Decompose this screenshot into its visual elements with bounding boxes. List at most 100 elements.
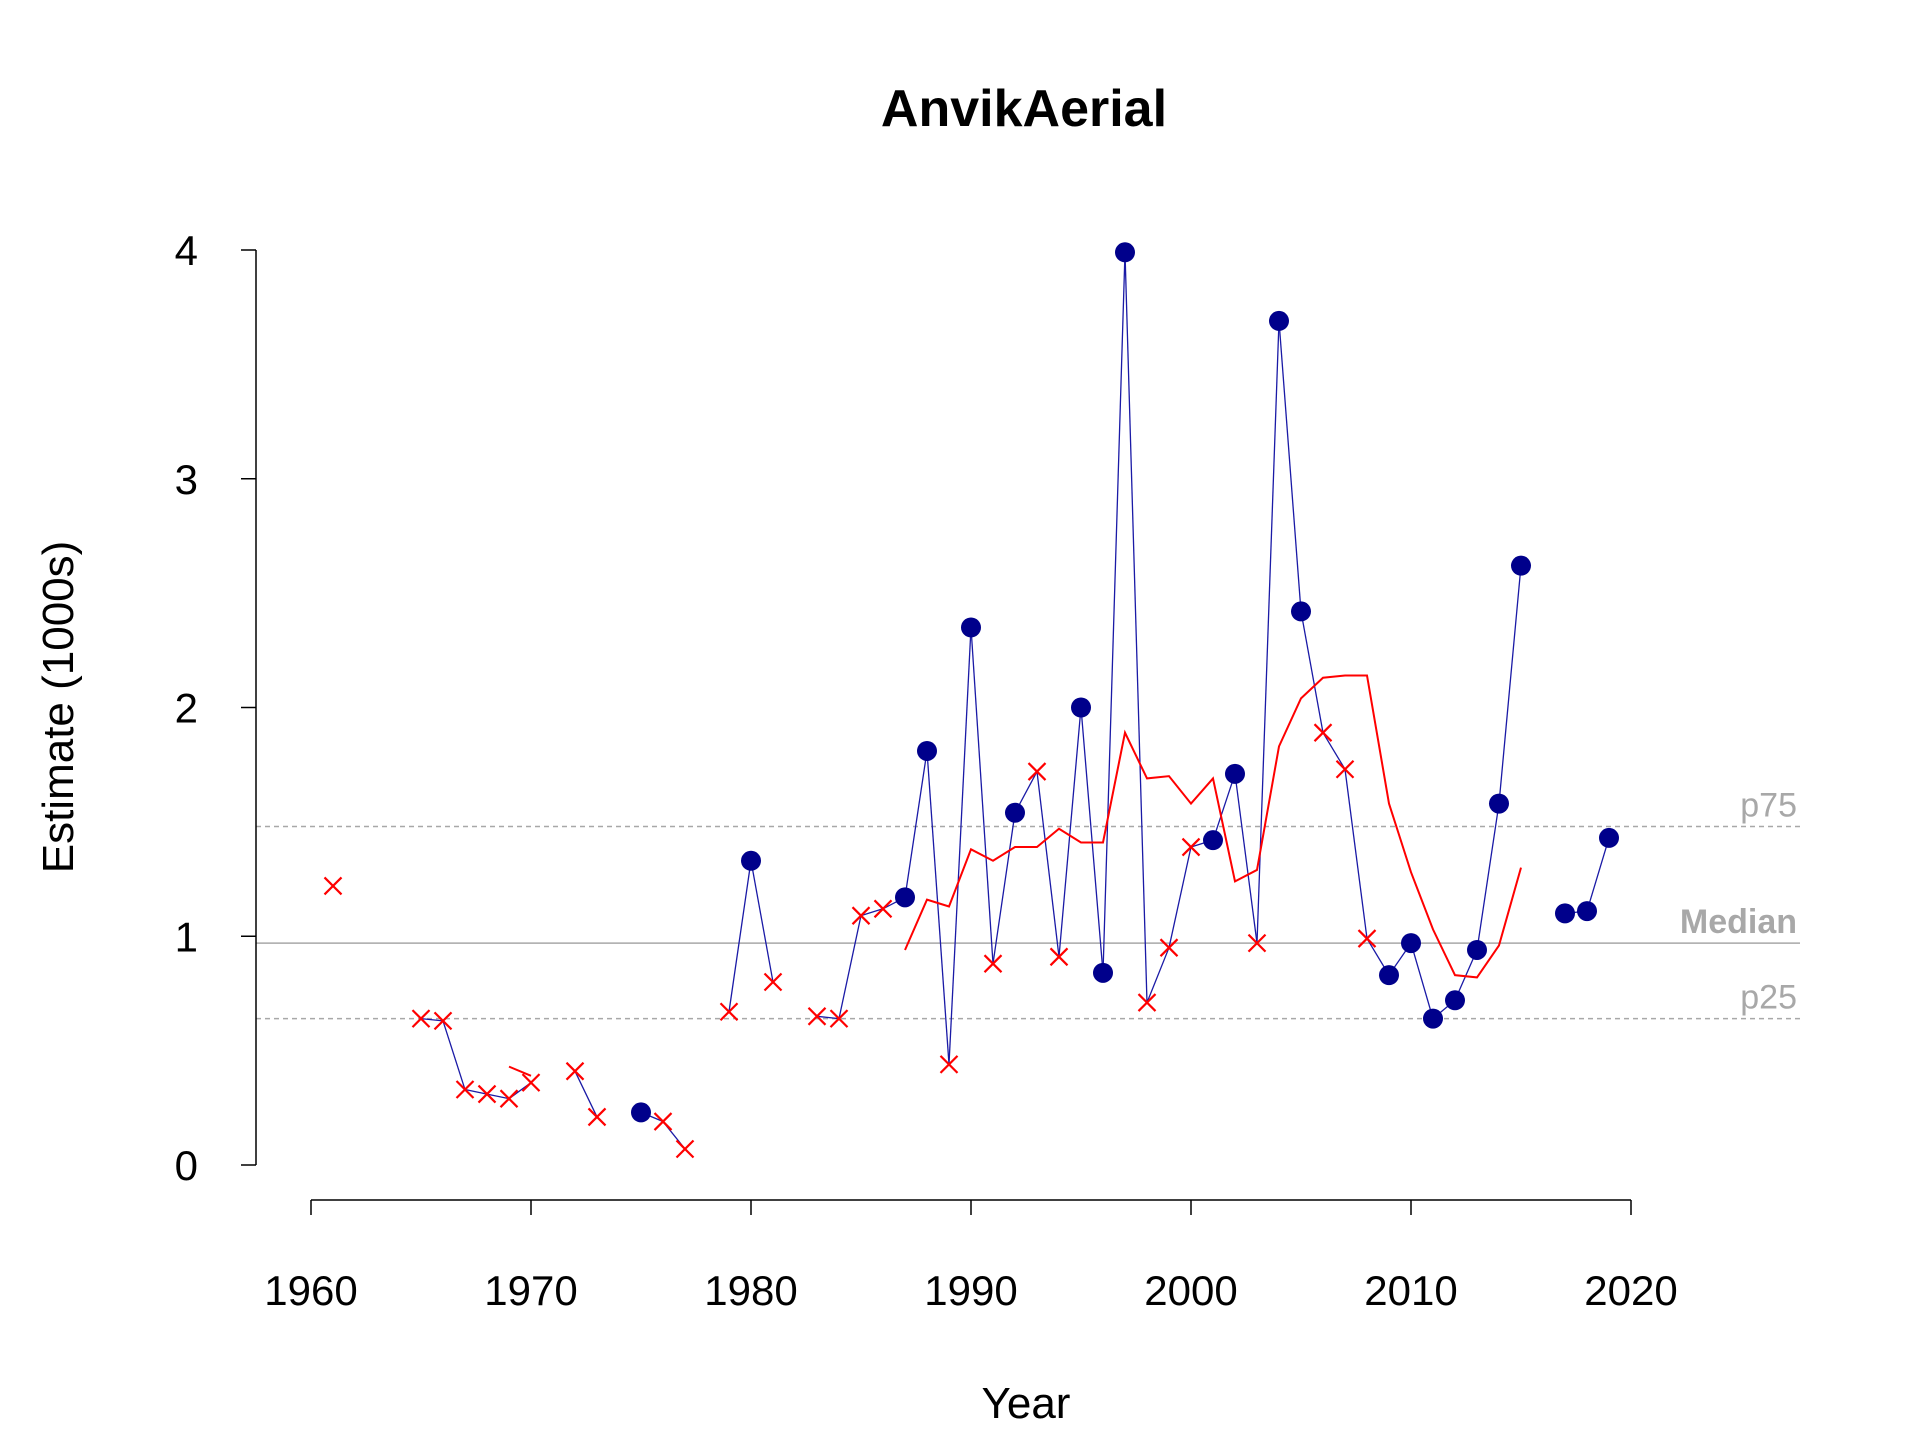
data-point-dot	[1071, 697, 1091, 718]
data-point-cross	[433, 1011, 453, 1031]
data-point-cross	[829, 1009, 849, 1028]
data-point-dot	[1511, 555, 1531, 576]
observed-line-segment	[926, 750, 950, 1065]
data-point-dot	[1489, 793, 1509, 814]
observed-line-segment	[728, 860, 752, 1012]
reference-label-p25: p25	[1740, 979, 1797, 1017]
data-point-dot	[895, 887, 915, 908]
observed-line-segment	[992, 812, 1016, 964]
reference-lines: p75 Median p25	[256, 786, 1800, 1020]
observed-line-segment	[1476, 803, 1500, 951]
data-point-cross	[675, 1139, 695, 1159]
running-average-line	[508, 1065, 532, 1077]
data-point-dot	[1093, 962, 1113, 983]
observed-line-segment	[816, 1015, 840, 1020]
data-point-dot	[1555, 903, 1575, 924]
data-point-cross	[521, 1073, 541, 1092]
observed-line-segment	[1212, 773, 1236, 841]
x-axis: 1960 1970 1980 1990 2000 2010 2020	[264, 1199, 1678, 1314]
data-point-dot	[1225, 763, 1245, 784]
observed-line-segment	[1300, 611, 1324, 733]
observed-line-segment	[420, 1017, 444, 1022]
data-point-cross	[1247, 933, 1267, 953]
data-point-cross	[653, 1112, 673, 1131]
observed-line-segment	[1256, 320, 1280, 944]
x-tick-label: 1970	[484, 1267, 577, 1314]
data-point-dot	[1467, 939, 1487, 960]
observed-line-segment	[1080, 707, 1104, 973]
observed-line-segment	[1322, 732, 1346, 770]
data-point-dot	[741, 850, 761, 871]
data-point-dot	[917, 740, 937, 761]
observed-line-segment	[1036, 771, 1060, 957]
y-tick-label: 3	[175, 456, 198, 503]
data-layer	[323, 242, 1619, 1159]
x-tick-label: 1990	[924, 1267, 1017, 1314]
data-point-cross	[1027, 762, 1047, 781]
x-tick-label: 2020	[1584, 1267, 1677, 1314]
data-point-cross	[939, 1055, 959, 1074]
data-point-cross	[719, 1002, 739, 1022]
observed-line-segment	[1344, 769, 1368, 939]
y-axis: 0 1 2 3 4	[175, 227, 257, 1189]
data-point-cross	[763, 972, 783, 992]
x-tick-label: 1980	[704, 1267, 797, 1314]
data-point-cross	[1357, 929, 1377, 948]
data-point-cross	[587, 1107, 607, 1127]
data-point-dot	[1269, 310, 1289, 331]
observed-line-segment	[970, 627, 994, 964]
data-point-cross	[1137, 993, 1157, 1012]
data-point-cross	[1313, 723, 1333, 742]
observed-line-segment	[1124, 252, 1148, 1003]
y-axis-title: Estimate (1000s)	[34, 541, 83, 874]
observed-line-segment	[750, 860, 774, 983]
y-tick-label: 2	[175, 685, 198, 732]
x-tick-label: 2010	[1364, 1267, 1457, 1314]
observed-line-segment	[904, 750, 928, 898]
data-point-cross	[323, 876, 343, 896]
x-axis-title: Year	[982, 1379, 1071, 1428]
observed-line-segment	[486, 1093, 510, 1100]
y-tick-label: 1	[175, 913, 198, 960]
data-point-dot	[1379, 965, 1399, 986]
observed-line-segment	[1146, 947, 1170, 1003]
data-point-cross	[455, 1080, 475, 1099]
observed-line-segment	[1498, 565, 1522, 804]
data-point-cross	[411, 1009, 431, 1028]
observed-line-segment	[464, 1088, 488, 1095]
observed-line-segment	[1586, 837, 1610, 912]
data-point-dot	[1577, 901, 1597, 922]
data-point-dot	[1401, 933, 1421, 954]
data-point-cross	[1049, 947, 1069, 967]
data-point-dot	[1203, 830, 1223, 851]
observed-line-segment	[1058, 707, 1082, 957]
observed-line-segment	[574, 1070, 598, 1118]
y-tick-label: 0	[175, 1142, 198, 1189]
data-point-dot	[1445, 990, 1465, 1011]
data-point-cross	[1181, 837, 1201, 857]
data-point-dot	[1291, 601, 1311, 622]
data-point-dot	[961, 617, 981, 638]
x-tick-label: 1960	[264, 1267, 357, 1314]
observed-line-segment	[838, 915, 862, 1019]
data-point-dot	[1115, 242, 1135, 263]
observed-line-segment	[1410, 942, 1434, 1019]
reference-label-median: Median	[1680, 903, 1797, 941]
chart-title: AnvikAerial	[881, 80, 1167, 138]
data-point-cross	[1335, 759, 1355, 779]
data-point-cross	[565, 1061, 585, 1081]
observed-line-segment	[442, 1020, 466, 1090]
data-point-cross	[851, 906, 871, 925]
data-point-cross	[1159, 938, 1179, 957]
data-point-dot	[1599, 827, 1619, 848]
observed-line-segment	[860, 908, 884, 917]
data-point-cross	[873, 899, 893, 919]
data-point-cross	[983, 954, 1003, 973]
x-tick-label: 2000	[1144, 1267, 1237, 1314]
data-point-cross	[477, 1084, 497, 1104]
data-point-dot	[631, 1102, 651, 1123]
running-average-line	[904, 674, 1522, 979]
data-point-dot	[1005, 802, 1025, 823]
observed-line-segment	[1168, 846, 1192, 948]
